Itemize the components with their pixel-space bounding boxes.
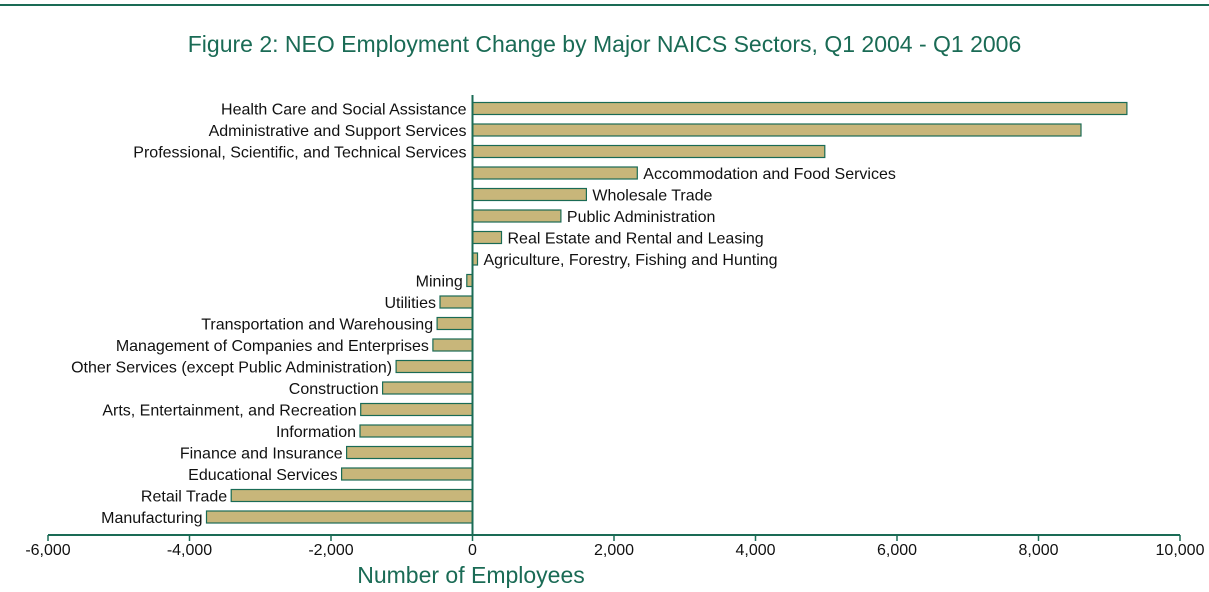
x-axis-label: Number of Employees <box>357 562 585 588</box>
category-label: Administrative and Support Services <box>209 123 467 140</box>
category-label: Professional, Scientific, and Technical … <box>133 145 466 162</box>
x-tick-label: 8,000 <box>1018 542 1058 559</box>
category-label: Construction <box>289 381 379 398</box>
category-label: Information <box>276 424 356 441</box>
bar <box>341 467 474 481</box>
bar <box>360 402 474 417</box>
bar <box>205 510 474 524</box>
category-labels-group: Health Care and Social Assistance Adminis… <box>71 102 896 528</box>
bar <box>432 338 474 352</box>
category-label: Wholesale Trade <box>592 188 712 205</box>
category-label: Educational Services <box>188 467 337 484</box>
x-tick-label: 4,000 <box>735 542 775 559</box>
x-tick-label: 0 <box>468 542 477 559</box>
x-tick-label: 6,000 <box>877 542 917 559</box>
category-label: Real Estate and Rental and Leasing <box>508 231 764 248</box>
bar <box>439 295 474 309</box>
category-label: Agriculture, Forestry, Fishing and Hunti… <box>484 252 778 269</box>
category-label: Manufacturing <box>101 510 202 527</box>
category-label: Finance and Insurance <box>180 446 343 463</box>
bar <box>382 381 474 395</box>
category-label: Public Administration <box>567 209 716 226</box>
bar <box>471 187 588 202</box>
axes-group <box>47 95 1181 541</box>
x-tick-label: -4,000 <box>167 542 212 559</box>
category-label: Mining <box>416 274 463 291</box>
category-label: Management of Companies and Enterprises <box>116 338 429 355</box>
bar <box>395 359 474 374</box>
bar <box>471 144 826 159</box>
bar <box>230 488 474 503</box>
category-label: Retail Trade <box>141 489 227 506</box>
tick-labels-group: -6,000 -4,000 -2,000 0 2,000 4,000 6,000 8,000 1… <box>25 542 1204 559</box>
bar <box>436 316 474 331</box>
bar <box>471 123 1082 137</box>
category-label: Other Services (except Public Administra… <box>71 360 392 377</box>
chart-title: Figure 2: NEO Employment Change by Major… <box>187 31 1022 57</box>
x-tick-label: 2,000 <box>594 542 634 559</box>
category-label: Health Care and Social Assistance <box>221 102 467 119</box>
bar <box>359 424 474 438</box>
x-tick-label: 10,000 <box>1156 542 1205 559</box>
bar <box>471 209 562 223</box>
x-tick-label: -6,000 <box>25 542 70 559</box>
bar <box>471 166 638 180</box>
category-label: Transportation and Warehousing <box>201 317 433 334</box>
bar <box>471 230 503 245</box>
category-label: Accommodation and Food Services <box>643 166 896 183</box>
bar <box>346 445 474 460</box>
bar <box>471 101 1128 116</box>
category-label: Utilities <box>384 295 436 312</box>
category-label: Arts, Entertainment, and Recreation <box>102 403 356 420</box>
x-tick-label: -2,000 <box>308 542 353 559</box>
top-rule <box>0 4 1209 6</box>
